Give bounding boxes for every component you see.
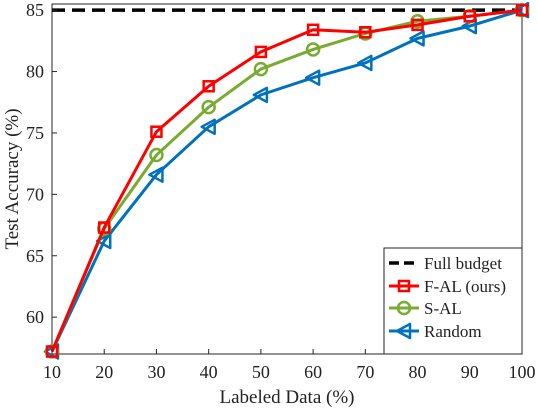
data-point <box>253 61 269 77</box>
y-tick-label: 60 <box>26 307 44 327</box>
legend-swatch-marker <box>397 279 411 293</box>
legend-label-full-budget: Full budget <box>424 254 502 273</box>
y-axis-label: Test Accuracy (%) <box>2 108 23 249</box>
data-point <box>148 166 164 183</box>
data-point <box>150 125 163 138</box>
data-point <box>200 118 216 136</box>
series-group <box>43 1 530 360</box>
x-tick-label: 60 <box>304 362 322 382</box>
data-point <box>45 345 59 358</box>
data-point <box>357 54 373 72</box>
legend-swatch-marker <box>396 300 412 316</box>
y-tick-label: 85 <box>26 0 44 20</box>
legend: Full budget F-AL (ours) S-AL Random <box>383 247 523 355</box>
legend-swatch-marker <box>395 322 412 340</box>
data-point <box>304 69 321 86</box>
data-point <box>149 147 164 163</box>
series-line <box>50 8 523 353</box>
data-point <box>411 18 424 32</box>
legend-label-s-al: S-AL <box>424 299 462 318</box>
data-point <box>409 30 425 47</box>
legend-items <box>389 261 419 340</box>
series-f-al-ours <box>45 3 529 358</box>
x-tick-label: 70 <box>356 362 374 382</box>
y-tick-label: 65 <box>26 246 44 266</box>
data-point <box>306 23 320 37</box>
x-tick-label: 80 <box>409 362 427 382</box>
data-point <box>95 232 112 250</box>
data-point <box>305 42 321 57</box>
axis-ticks-group: 10 20 30 40 50 60 70 80 90 100 60 65 70 75 80 85 <box>26 0 536 382</box>
data-point <box>97 221 111 234</box>
x-tick-label: 90 <box>461 362 479 382</box>
x-tick-label: 30 <box>147 362 165 382</box>
series-line <box>50 8 523 353</box>
x-tick-label: 40 <box>200 362 218 382</box>
series-line <box>50 8 523 353</box>
y-tick-label: 70 <box>26 184 44 204</box>
data-point <box>463 10 477 23</box>
data-point <box>201 99 216 115</box>
y-tick-label: 75 <box>26 123 44 143</box>
data-point <box>515 3 529 17</box>
x-tick-label: 50 <box>252 362 270 382</box>
x-tick-label: 10 <box>43 362 61 382</box>
data-point <box>252 86 269 104</box>
x-tick-label: 20 <box>95 362 113 382</box>
x-axis-label: Labeled Data (%) <box>219 387 354 408</box>
y-tick-label: 80 <box>26 62 44 82</box>
data-point <box>202 80 215 93</box>
x-tick-label: 100 <box>509 362 536 382</box>
legend-label-f-al: F-AL (ours) <box>424 277 506 296</box>
legend-label-random: Random <box>424 322 482 341</box>
data-point <box>254 45 268 59</box>
data-point <box>359 25 372 39</box>
